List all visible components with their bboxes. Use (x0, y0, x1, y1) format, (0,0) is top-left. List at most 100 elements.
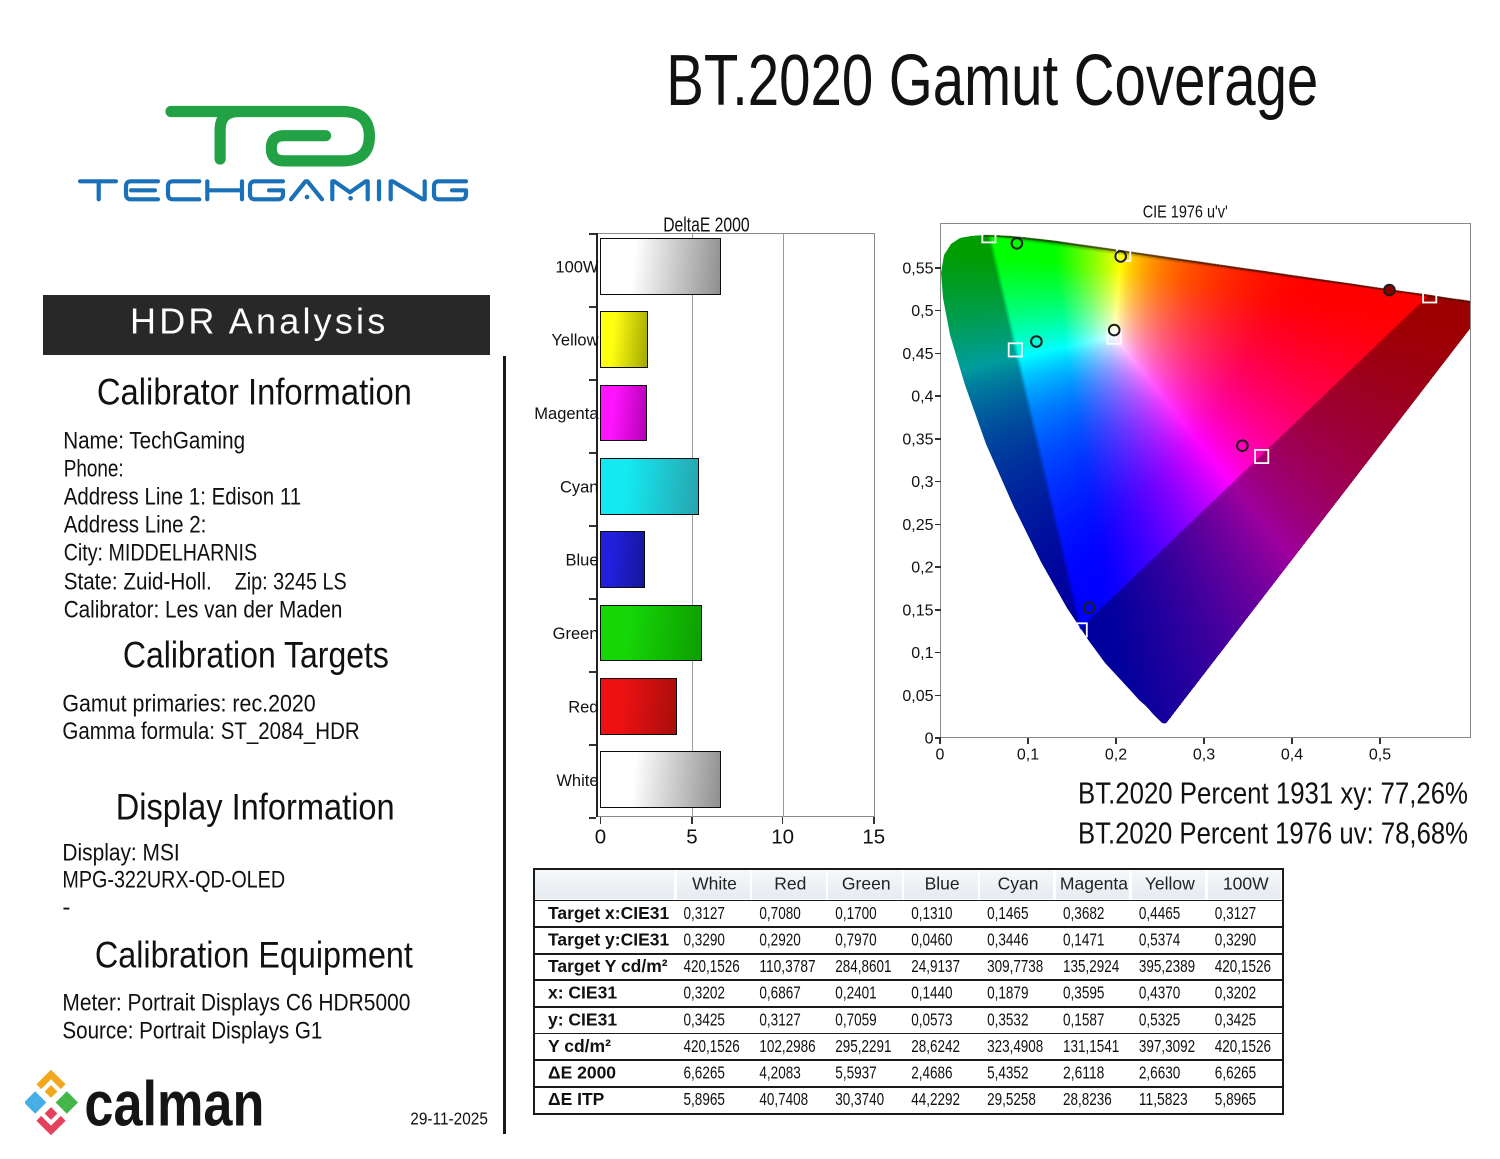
svg-text:5,4352: 5,4352 (987, 1063, 1028, 1083)
svg-text:BT.2020 Percent 1976 uv: 78,68: BT.2020 Percent 1976 uv: 78,68% (1078, 817, 1468, 851)
svg-text:MPG-322URX-QD-OLED: MPG-322URX-QD-OLED (62, 866, 285, 893)
svg-text:30,3740: 30,3740 (835, 1089, 884, 1109)
svg-text:DeltaE 2000: DeltaE 2000 (663, 215, 749, 237)
svg-text:2,4686: 2,4686 (911, 1063, 952, 1083)
svg-text:295,2291: 295,2291 (835, 1036, 891, 1056)
svg-text:44,2292: 44,2292 (911, 1089, 960, 1109)
svg-text:Target y:CIE31: Target y:CIE31 (548, 930, 670, 950)
svg-text:White: White (692, 874, 737, 894)
svg-text:Cyan: Cyan (560, 478, 599, 496)
svg-text:0,55: 0,55 (902, 260, 933, 277)
svg-text:420,1526: 420,1526 (684, 1036, 740, 1056)
svg-text:0,7970: 0,7970 (835, 930, 877, 950)
svg-text:Address Line 2:: Address Line 2: (64, 511, 207, 538)
svg-text:0,3532: 0,3532 (987, 1009, 1028, 1029)
svg-text:Red: Red (568, 698, 598, 716)
svg-text:29-11-2025: 29-11-2025 (410, 1108, 488, 1128)
svg-text:420,1526: 420,1526 (1215, 1036, 1271, 1056)
svg-text:110,3787: 110,3787 (759, 956, 815, 976)
svg-text:0,7059: 0,7059 (835, 1009, 876, 1029)
svg-text:Green: Green (842, 874, 891, 894)
svg-text:0,1310: 0,1310 (911, 903, 953, 923)
svg-text:CIE 1976 u'v': CIE 1976 u'v' (1143, 202, 1228, 222)
svg-text:24,9137: 24,9137 (911, 956, 960, 976)
svg-text:0,3682: 0,3682 (1063, 903, 1104, 923)
svg-text:Blue: Blue (925, 874, 960, 894)
svg-text:0,3127: 0,3127 (1215, 903, 1256, 923)
svg-text:Zip: 3245 LS: Zip: 3245 LS (235, 569, 347, 596)
svg-text:5,8965: 5,8965 (684, 1089, 725, 1109)
svg-text:420,1526: 420,1526 (1215, 956, 1271, 976)
svg-text:0,3446: 0,3446 (987, 930, 1028, 950)
svg-text:10: 10 (771, 826, 794, 849)
svg-text:Target x:CIE31: Target x:CIE31 (548, 903, 670, 923)
svg-text:Name: TechGaming: Name: TechGaming (63, 428, 245, 455)
svg-text:40,7408: 40,7408 (759, 1089, 808, 1109)
svg-text:100W: 100W (555, 258, 599, 276)
svg-text:Display Information: Display Information (116, 786, 395, 827)
svg-text:Green: Green (553, 625, 599, 643)
svg-text:0,3425: 0,3425 (1215, 1009, 1256, 1029)
svg-text:Calibration Equipment: Calibration Equipment (95, 935, 414, 976)
svg-text:0,1: 0,1 (1017, 747, 1039, 764)
svg-text:0,15: 0,15 (902, 602, 933, 619)
svg-text:6,6265: 6,6265 (684, 1063, 725, 1083)
svg-text:11,5823: 11,5823 (1139, 1089, 1188, 1109)
svg-text:0,3: 0,3 (911, 474, 933, 491)
svg-text:Calibrator: Les van der Maden: Calibrator: Les van der Maden (64, 597, 343, 624)
svg-text:29,5258: 29,5258 (987, 1089, 1036, 1109)
svg-text:Cyan: Cyan (998, 874, 1039, 894)
svg-text:0,0460: 0,0460 (911, 930, 953, 950)
svg-text:0,5: 0,5 (911, 303, 933, 320)
svg-text:0,3127: 0,3127 (684, 903, 725, 923)
svg-text:0: 0 (936, 747, 945, 764)
svg-text:420,1526: 420,1526 (684, 956, 740, 976)
svg-text:0,6867: 0,6867 (759, 983, 800, 1003)
svg-text:0,4: 0,4 (911, 389, 933, 406)
svg-text:0,4370: 0,4370 (1139, 983, 1181, 1003)
svg-text:HDR Analysis: HDR Analysis (130, 301, 388, 342)
svg-text:Yellow: Yellow (1145, 874, 1195, 894)
svg-text:0,3127: 0,3127 (759, 1009, 800, 1029)
svg-text:0,3290: 0,3290 (1215, 930, 1257, 950)
svg-text:Display: MSI: Display: MSI (62, 840, 179, 867)
svg-text:0,1587: 0,1587 (1063, 1009, 1104, 1029)
svg-text:BT.2020 Gamut Coverage: BT.2020 Gamut Coverage (666, 41, 1318, 121)
svg-text:284,8601: 284,8601 (835, 956, 891, 976)
svg-text:6,6265: 6,6265 (1215, 1063, 1256, 1083)
svg-text:0,05: 0,05 (902, 688, 933, 705)
svg-text:State: Zuid-Holl.: State: Zuid-Holl. (64, 569, 212, 596)
svg-text:131,1541: 131,1541 (1063, 1036, 1119, 1056)
svg-text:0,2: 0,2 (1105, 747, 1127, 764)
svg-text:4,2083: 4,2083 (759, 1063, 800, 1083)
svg-text:0,2401: 0,2401 (835, 983, 876, 1003)
svg-text:0,1700: 0,1700 (835, 903, 877, 923)
svg-text:BT.2020 Percent 1931 xy: 77,26: BT.2020 Percent 1931 xy: 77,26% (1078, 777, 1468, 811)
svg-text:0,5: 0,5 (1369, 747, 1391, 764)
svg-text:0,4465: 0,4465 (1139, 903, 1180, 923)
svg-text:309,7738: 309,7738 (987, 956, 1043, 976)
svg-text:0,7080: 0,7080 (759, 903, 801, 923)
svg-text:Address Line 1: Edison 11: Address Line 1: Edison 11 (64, 483, 301, 510)
svg-text:Calibration Targets: Calibration Targets (123, 634, 389, 675)
svg-text:Phone:: Phone: (64, 455, 124, 482)
svg-text:Calibrator Information: Calibrator Information (97, 372, 412, 413)
svg-text:Blue: Blue (565, 552, 598, 570)
svg-text:135,2924: 135,2924 (1063, 956, 1119, 976)
svg-text:calman: calman (84, 1070, 264, 1140)
svg-text:323,4908: 323,4908 (987, 1036, 1043, 1056)
svg-text:2,6118: 2,6118 (1063, 1063, 1104, 1083)
svg-text:Gamut primaries: rec.2020: Gamut primaries: rec.2020 (62, 690, 315, 717)
svg-text:0,45: 0,45 (902, 346, 933, 363)
svg-text:Magenta: Magenta (534, 405, 599, 423)
svg-text:0,2920: 0,2920 (759, 930, 801, 950)
svg-text:y: CIE31: y: CIE31 (548, 1009, 617, 1029)
svg-text:0,3202: 0,3202 (684, 983, 725, 1003)
svg-text:Source: Portrait Displays G1: Source: Portrait Displays G1 (62, 1017, 322, 1044)
svg-text:0,1465: 0,1465 (987, 903, 1028, 923)
svg-text:5,8965: 5,8965 (1215, 1089, 1256, 1109)
svg-text:Y cd/m²: Y cd/m² (548, 1036, 611, 1056)
svg-text:0,3425: 0,3425 (684, 1009, 725, 1029)
svg-text:0,5325: 0,5325 (1139, 1009, 1180, 1029)
svg-text:395,2389: 395,2389 (1139, 956, 1195, 976)
